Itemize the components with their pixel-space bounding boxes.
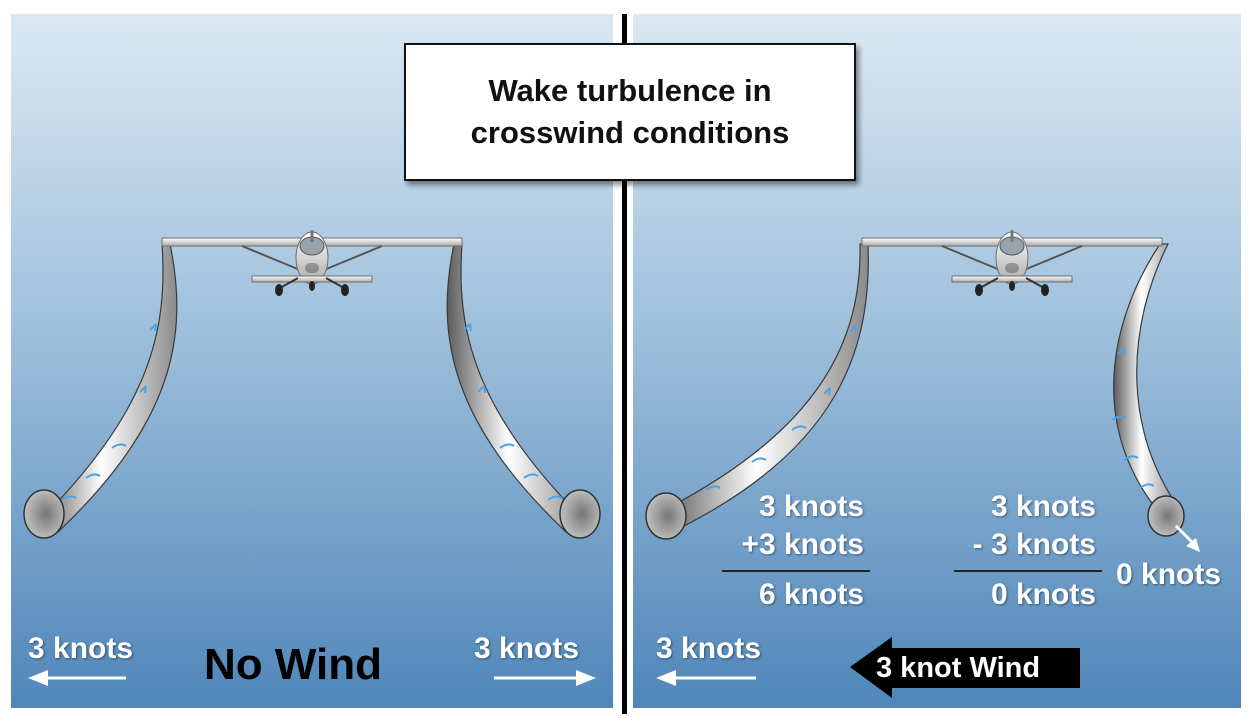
right-sum-b: - 3 knots (972, 528, 1096, 561)
left-vortex-right (446, 243, 601, 539)
left-panel-right-arrow (494, 670, 596, 686)
left-sum-b: +3 knots (741, 528, 864, 561)
wind-label: 3 knot Wind (876, 652, 1041, 684)
left-vortex-left (23, 243, 178, 539)
left-sum-a: 3 knots (758, 490, 864, 523)
right-panel-left-arrow (656, 670, 756, 686)
right-vortex-left (645, 243, 869, 540)
panel-divider (622, 14, 627, 714)
right-panel-left-speed: 3 knots (656, 632, 762, 665)
right-vortex-right (1111, 243, 1200, 552)
left-sum-rule (722, 570, 870, 572)
left-panel-right-speed: 3 knots (474, 632, 580, 665)
title-line-2: crosswind conditions (470, 115, 790, 150)
left-panel-left-arrow (28, 670, 126, 686)
left-sum-result: 6 knots (758, 578, 864, 611)
right-sum-result: 0 knots (990, 578, 1096, 611)
title-line-1: Wake turbulence in (488, 73, 772, 109)
wind-arrow (850, 637, 1080, 698)
tip-speed: 0 knots (1116, 558, 1222, 591)
right-sum-a: 3 knots (990, 490, 1096, 523)
left-panel-left-speed: 3 knots (28, 632, 134, 665)
title-box: Wake turbulence in crosswind conditions (404, 43, 856, 181)
right-sum-rule (954, 570, 1102, 572)
no-wind-heading: No Wind (204, 640, 382, 689)
